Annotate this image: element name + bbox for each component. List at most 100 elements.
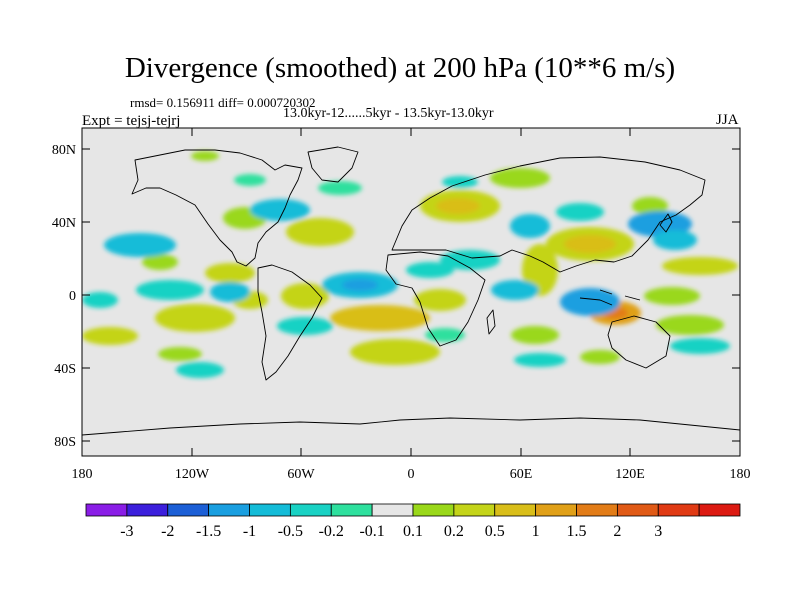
- season-label: JJA: [716, 112, 739, 128]
- positive-anomaly: [580, 350, 620, 364]
- negative-anomaly: [514, 353, 566, 367]
- coastlines: [82, 146, 740, 436]
- negative-anomaly: [510, 214, 550, 238]
- lon-label-60w: 60W: [287, 467, 315, 482]
- positive-anomaly: [142, 254, 178, 270]
- positive-anomaly: [632, 197, 668, 215]
- coast-antarctica: [82, 417, 740, 436]
- colorbar-swatch: [657, 503, 700, 517]
- colorbar-label: -1.5: [196, 523, 221, 540]
- colorbar-label: 0.2: [444, 523, 464, 540]
- positive-anomaly: [205, 263, 255, 283]
- colorbar-label: 3: [654, 523, 662, 540]
- colorbar-label: 1.5: [567, 523, 587, 540]
- coast-north-america: [131, 149, 303, 267]
- negative-anomaly: [82, 292, 118, 308]
- negative-anomaly: [176, 362, 224, 378]
- coast-africa: [385, 251, 486, 347]
- chart-title: Divergence (smoothed) at 200 hPa (10**6 …: [124, 52, 676, 84]
- lon-label-180e: 180: [730, 467, 751, 482]
- positive-anomaly: [191, 151, 219, 161]
- stats-line: rmsd= 0.156911 diff= 0.000720302: [130, 95, 315, 111]
- period-label: 13.0kyr-12......5kyr - 13.5kyr-13.0kyr: [283, 106, 494, 121]
- colorbar-label: -0.5: [278, 523, 303, 540]
- positive-anomaly: [286, 218, 354, 246]
- colorbar: [85, 503, 741, 517]
- coast-europe-asia: [391, 156, 706, 273]
- colorbar-swatch: [208, 503, 250, 517]
- colorbar-label: 0.5: [485, 523, 505, 540]
- rmsd-text: rmsd= 0.156911: [130, 95, 215, 110]
- colorbar-swatch: [85, 503, 128, 517]
- lon-label-0: 0: [408, 467, 415, 482]
- negative-anomaly: [670, 338, 730, 354]
- diff-text: diff= 0.000720302: [218, 95, 316, 110]
- positive-anomaly: [414, 289, 466, 311]
- lat-label-80n: 80N: [52, 143, 76, 158]
- negative-anomaly: [556, 203, 604, 221]
- colorbar-swatch: [126, 503, 169, 517]
- colorbar-swatch: [616, 503, 659, 517]
- colorbar-label: -1: [243, 523, 256, 540]
- negative-anomaly: [491, 280, 539, 300]
- colorbar-label: 1: [532, 523, 540, 540]
- positive-anomaly: [436, 198, 480, 214]
- positive-anomaly: [662, 257, 738, 275]
- colorbar-swatch: [330, 503, 373, 517]
- negative-anomaly: [250, 199, 310, 221]
- negative-anomaly: [136, 280, 204, 300]
- divergence-field: [82, 146, 740, 436]
- colorbar-swatch: [453, 503, 496, 517]
- negative-anomaly: [560, 288, 620, 316]
- colorbar-swatch: [412, 503, 455, 517]
- colorbar-label: -2: [161, 523, 174, 540]
- lat-label-80s: 80S: [54, 435, 76, 450]
- coast-south-america: [257, 264, 323, 381]
- negative-anomaly: [104, 233, 176, 257]
- tick-marks: [82, 128, 740, 456]
- positive-anomaly: [158, 347, 202, 361]
- positive-anomaly: [656, 315, 724, 335]
- lon-label-120w: 120W: [175, 467, 210, 482]
- colorbar-swatch: [249, 503, 291, 517]
- colorbar-swatch: [371, 503, 414, 517]
- negative-anomaly: [234, 174, 266, 186]
- positive-anomaly: [644, 287, 700, 305]
- colorbar-swatch: [494, 503, 537, 517]
- positive-anomaly: [564, 235, 616, 253]
- negative-anomaly: [342, 279, 378, 291]
- lon-label-60e: 60E: [510, 467, 533, 482]
- lon-label-120e: 120E: [615, 467, 645, 482]
- colorbar-swatch: [167, 503, 210, 517]
- colorbar-swatch: [576, 503, 618, 517]
- negative-anomaly: [318, 181, 362, 195]
- positive-anomaly: [82, 327, 138, 345]
- colorbar-label: -0.2: [319, 523, 344, 540]
- negative-anomaly: [442, 176, 478, 188]
- positive-anomaly: [155, 304, 235, 332]
- colorbar-swatch: [535, 503, 577, 517]
- lon-label-180w: 180: [72, 467, 93, 482]
- experiment-label: Expt = tejsj-tejrj: [82, 113, 181, 129]
- colorbar-label: -0.1: [359, 523, 384, 540]
- lat-label-0: 0: [69, 289, 76, 304]
- colorbar-labels: -3 -2 -1.5 -1 -0.5 -0.2 -0.1 0.1 0.2 0.5 1 1.5 2 3: [120, 523, 662, 540]
- coast-australia: [607, 315, 671, 369]
- positive-anomaly: [350, 339, 440, 365]
- colorbar-label: -3: [120, 523, 133, 540]
- colorbar-swatch: [289, 503, 332, 517]
- coast-japan: [659, 213, 673, 233]
- coast-greenland: [307, 146, 359, 183]
- colorbar-label: 2: [613, 523, 621, 540]
- colorbar-swatch: [698, 503, 741, 517]
- negative-anomaly: [210, 282, 250, 302]
- positive-anomaly: [330, 305, 430, 331]
- positive-anomaly: [490, 168, 550, 188]
- positive-anomaly: [511, 326, 559, 344]
- negative-anomaly: [653, 230, 697, 250]
- colorbar-label: 0.1: [403, 523, 423, 540]
- positive-anomaly: [281, 283, 329, 309]
- lat-label-40n: 40N: [52, 216, 76, 231]
- lat-label-40s: 40S: [54, 362, 76, 377]
